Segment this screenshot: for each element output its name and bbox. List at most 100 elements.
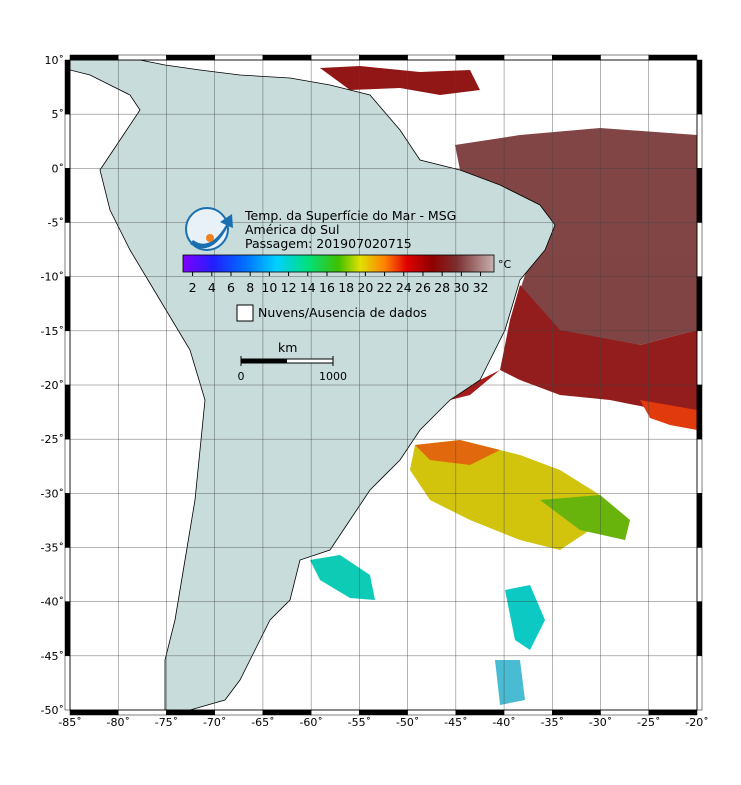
frame-segment: [69, 709, 119, 716]
lat-tick-label: -50˚: [41, 704, 64, 717]
frame-segment: [696, 59, 703, 115]
colorbar-tick-label: 26: [415, 280, 431, 295]
legend-pass: Passagem: 201907020715: [245, 236, 412, 251]
colorbar-tick-label: 20: [357, 280, 373, 295]
lat-tick-label: -35˚: [41, 542, 64, 555]
scale-bar-half: [241, 359, 287, 363]
frame-segment: [64, 222, 71, 277]
colorbar-tick-label: 32: [473, 280, 489, 295]
scale-ticks: 0 1000: [238, 356, 347, 383]
lat-tick-label: -15˚: [41, 325, 64, 338]
frame-segment: [64, 493, 71, 548]
frame-segment: [64, 655, 71, 711]
colorbar-tick-label: 30: [453, 280, 469, 295]
colorbar-unit: °C: [498, 258, 512, 271]
lon-tick-label: -85˚: [58, 716, 81, 729]
colorbar-tick-label: 12: [281, 280, 297, 295]
legend-region: América do Sul: [245, 222, 339, 237]
lon-tick-label: -80˚: [106, 716, 129, 729]
frame-segment: [696, 330, 703, 386]
lat-tick-label: 10˚: [45, 54, 65, 67]
frame-segment: [503, 709, 553, 716]
frame-segment: [696, 438, 703, 494]
frame-segment: [503, 54, 553, 61]
colorbar-tick-label: 28: [434, 280, 450, 295]
colorbar-tick-label: 16: [319, 280, 335, 295]
frame-segment: [696, 384, 703, 440]
lat-tick-label: -45˚: [41, 650, 64, 663]
lon-tick-label: -75˚: [155, 716, 178, 729]
frame-segment: [696, 276, 703, 332]
frame-segment: [64, 547, 71, 602]
lon-tick-label: -50˚: [396, 716, 419, 729]
lon-tick-label: -45˚: [444, 716, 467, 729]
lat-tick-label: -10˚: [41, 271, 64, 284]
legend: Temp. da Superfície do Mar - MSG América…: [182, 207, 512, 383]
lon-tick-label: -20˚: [685, 716, 708, 729]
frame-segment: [600, 709, 650, 716]
lon-tick-label: -40˚: [492, 716, 515, 729]
scale-unit: km: [278, 340, 297, 355]
colorbar-tick-label: 4: [208, 280, 216, 295]
colorbar-tick-label: 14: [300, 280, 316, 295]
lat-tick-label: -30˚: [41, 487, 64, 500]
colorbar-tick-label: 8: [246, 280, 254, 295]
lon-tick-label: -55˚: [348, 716, 371, 729]
legend-title: Temp. da Superfície do Mar - MSG: [244, 208, 456, 223]
frame-segment: [64, 113, 71, 169]
frame-segment: [214, 54, 264, 61]
cloud-label: Nuvens/Ausencia de dados: [258, 305, 427, 320]
frame-segment: [262, 54, 312, 61]
frame-segment: [214, 709, 264, 716]
colorbar-tick-label: 24: [396, 280, 412, 295]
sst-patches: [310, 66, 697, 705]
frame-segment: [64, 601, 71, 657]
frame-segment: [117, 709, 167, 716]
frame-segment: [262, 709, 312, 716]
lat-tick-label: -40˚: [41, 596, 64, 609]
colorbar-tick-label: 2: [189, 280, 197, 295]
cloud-swatch: [236, 304, 254, 322]
lat-tick-label: 5˚: [52, 108, 65, 121]
frame-segment: [696, 493, 703, 548]
lon-tick-label: -65˚: [251, 716, 274, 729]
frame-segment: [407, 709, 457, 716]
frame-segment: [359, 709, 408, 716]
lon-tick-label: -60˚: [299, 716, 322, 729]
colorbar: [182, 254, 495, 273]
frame-segment: [407, 54, 457, 61]
frame-segment: [696, 222, 703, 277]
frame-segment: [359, 54, 408, 61]
frame-border: [69, 59, 698, 711]
colorbar-ticks: 2 4 6 8 10 12 14 16 18 20 22 24 26 28 30 32: [189, 272, 489, 295]
scale-tick-label: 1000: [319, 370, 347, 383]
colorbar-tick-label: 6: [227, 280, 235, 295]
frame-segment: [696, 168, 703, 223]
frame-segment: [552, 54, 601, 61]
lat-tick-label: -25˚: [41, 433, 64, 446]
lat-tick-label: 0˚: [52, 162, 65, 175]
frame-segment: [455, 54, 505, 61]
lon-tick-label: -25˚: [637, 716, 660, 729]
colorbar-tick-label: 18: [338, 280, 354, 295]
frame-segment: [310, 54, 360, 61]
frame-segment: [69, 54, 119, 61]
lon-tick-label: -70˚: [203, 716, 226, 729]
frame-segment: [600, 54, 650, 61]
frame-segment: [64, 384, 71, 440]
frame-segment: [648, 54, 698, 61]
frame-segment: [696, 113, 703, 169]
lon-tick-label: -35˚: [541, 716, 564, 729]
lat-tick-label: -5˚: [48, 217, 64, 230]
frame-segment: [696, 601, 703, 657]
colorbar-tick-label: 22: [377, 280, 393, 295]
frame-segment: [117, 54, 167, 61]
colorbar-tick-label: 10: [261, 280, 277, 295]
lat-tick-label: -20˚: [41, 379, 64, 392]
frame-segment: [166, 54, 215, 61]
logo-arrow: [190, 214, 233, 249]
frame-segment: [64, 330, 71, 386]
lon-tick-label: -30˚: [589, 716, 612, 729]
frame-segment: [696, 547, 703, 602]
